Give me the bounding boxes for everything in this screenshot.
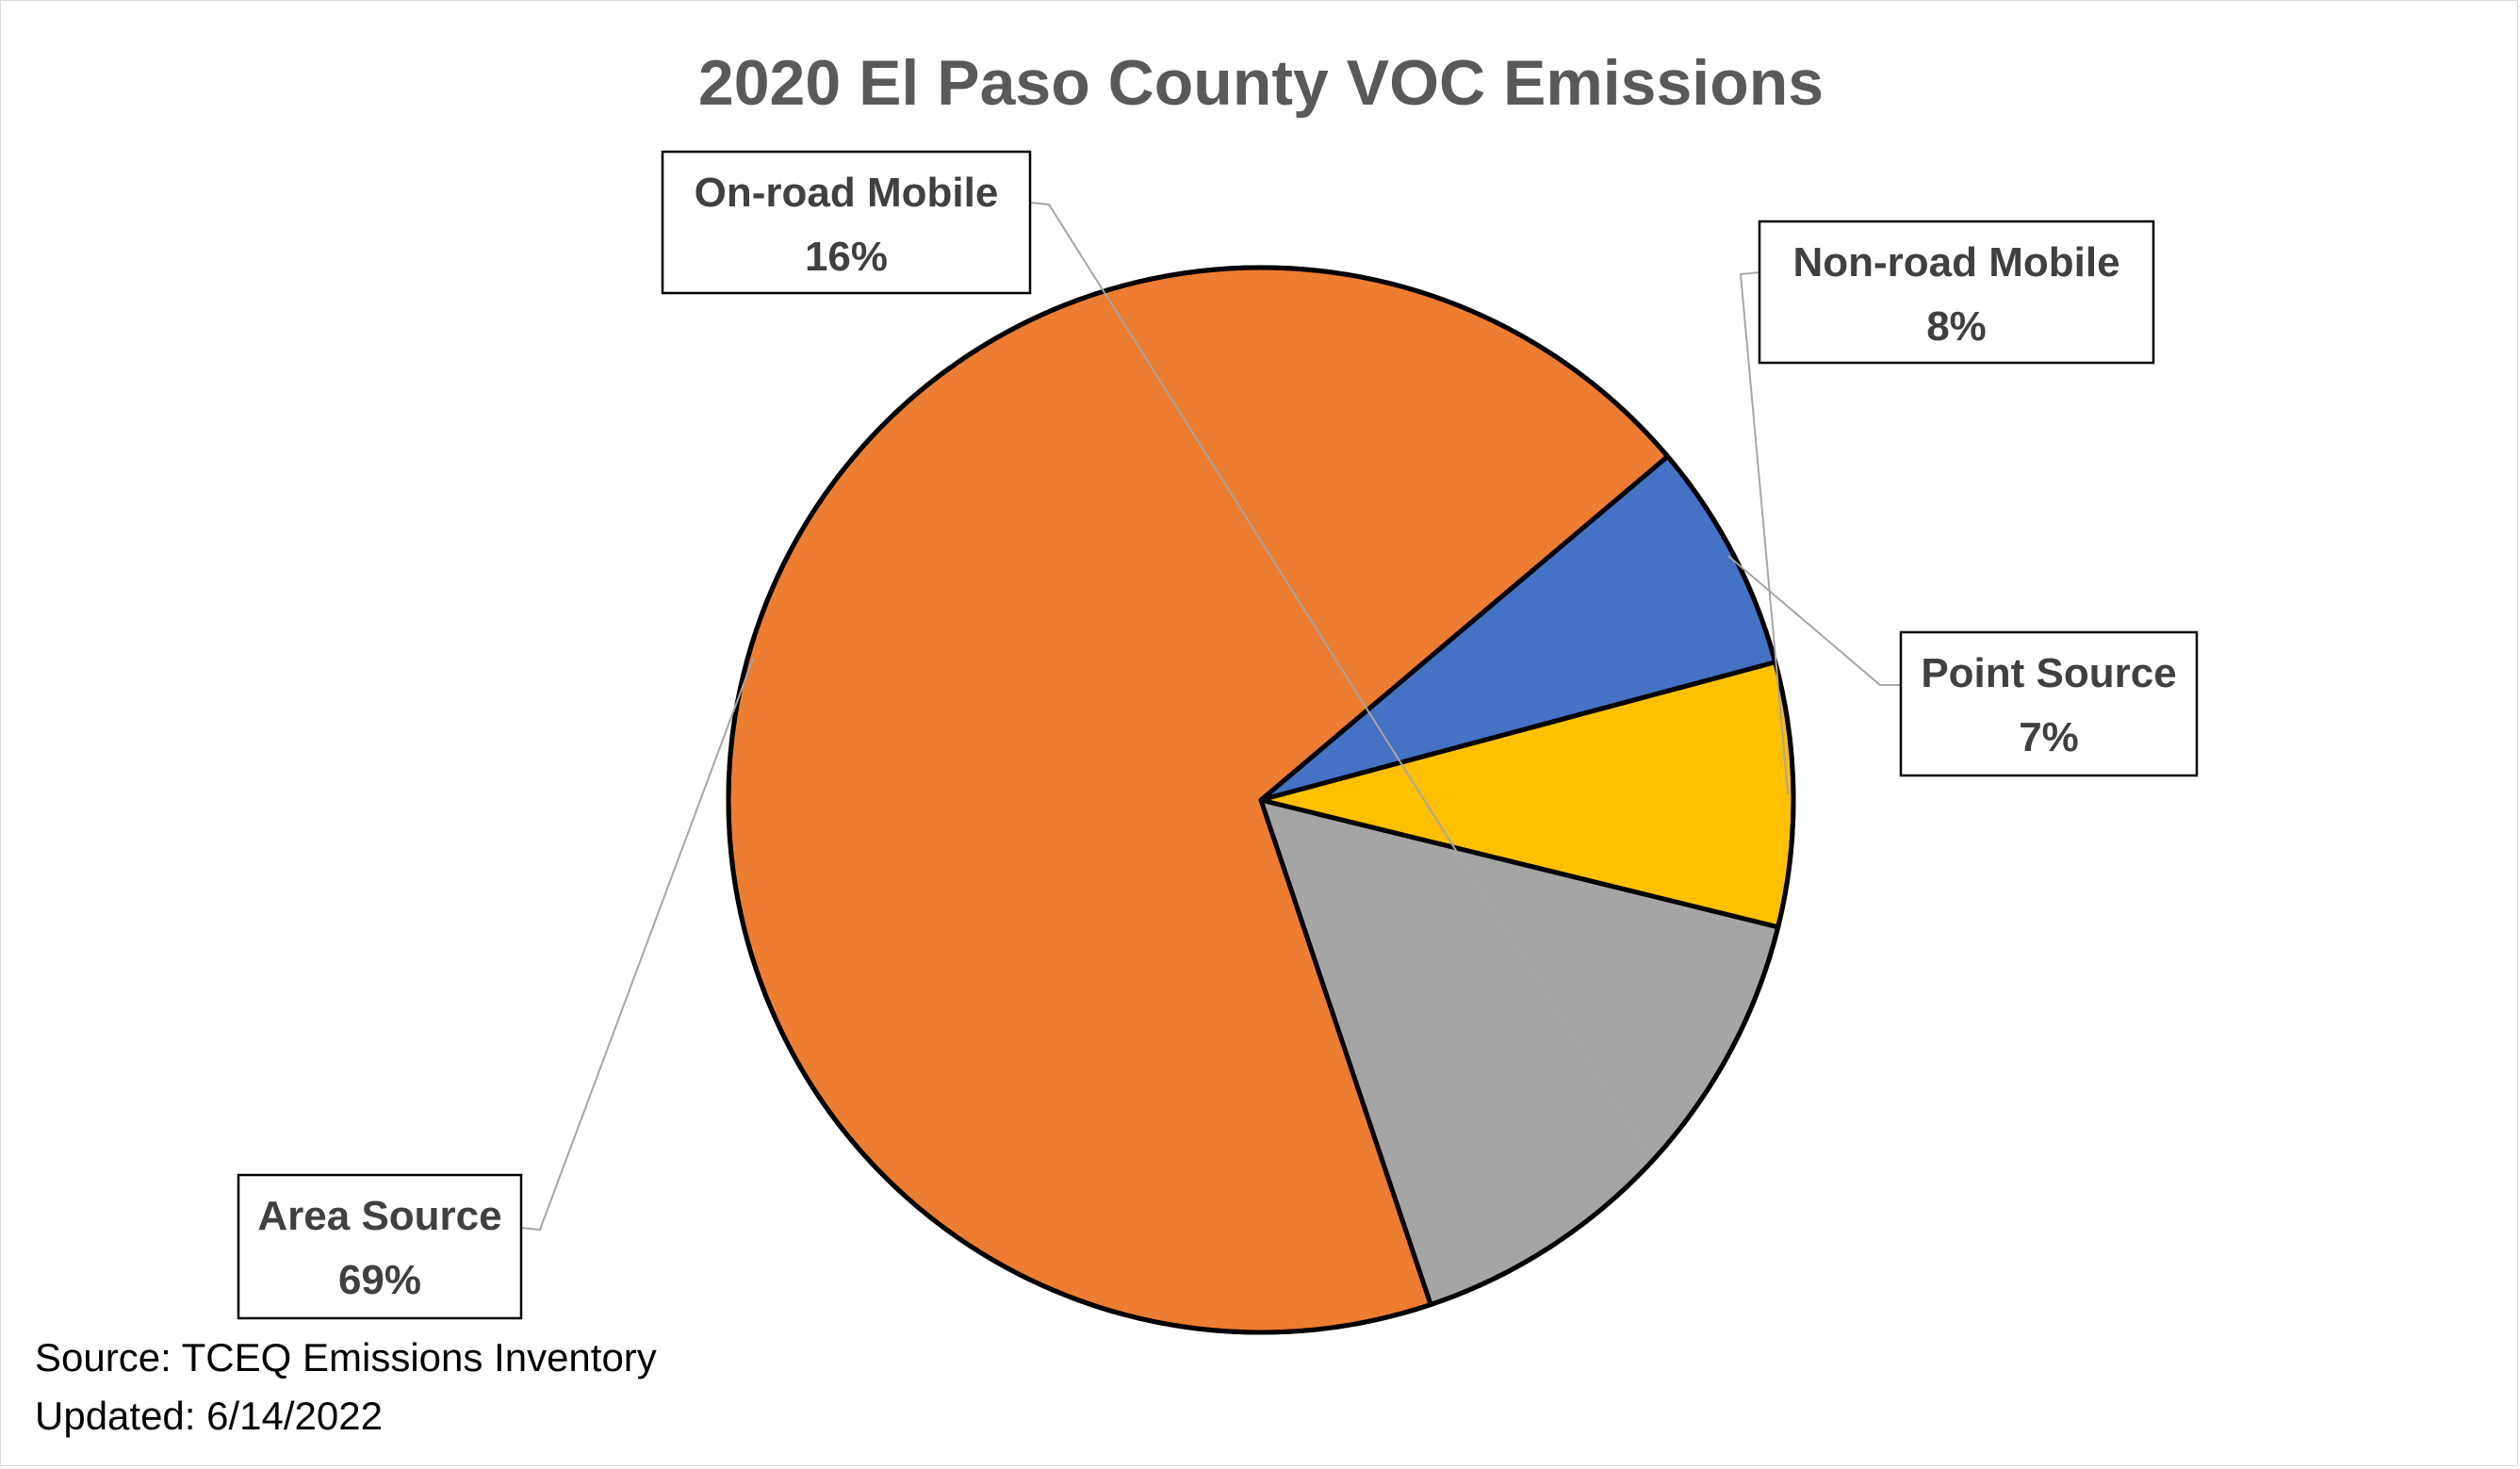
data-label-value: 8% (1926, 303, 1987, 350)
data-label-category: Non-road Mobile (1792, 239, 2119, 286)
data-label-area-source: Area Source 69% (237, 1173, 523, 1320)
data-label-category: Area Source (257, 1193, 501, 1239)
data-label-point-source: Point Source 7% (1899, 630, 2199, 777)
data-label-category: On-road Mobile (695, 170, 999, 216)
pie-outline (726, 265, 1796, 1335)
data-label-box (1899, 630, 2199, 777)
data-label-value: 16% (805, 234, 888, 280)
leader-line-area-source (520, 658, 755, 1232)
updated-note: Updated: 6/14/2022 (35, 1394, 383, 1438)
data-label-non-road-mobile: Non-road Mobile 8% (1758, 220, 2155, 365)
source-note: Source: TCEQ Emissions Inventory (35, 1335, 657, 1379)
chart-title: 2020 El Paso County VOC Emissions (698, 47, 1824, 119)
data-label-box (237, 1173, 523, 1320)
leader-line-point-source (1727, 555, 1901, 686)
data-label-box (1758, 220, 2155, 365)
data-label-box (661, 150, 1032, 295)
data-labels: Point Source 7% Area Source 69% On-road Mobi… (237, 150, 2199, 1320)
leader-line-on-road-mobile (1029, 202, 1650, 1158)
data-label-value: 7% (2019, 714, 2079, 760)
data-label-on-road-mobile: On-road Mobile 16% (661, 150, 1032, 295)
data-label-value: 69% (338, 1257, 421, 1303)
data-label-category: Point Source (1921, 650, 2176, 696)
leader-lines (520, 202, 1901, 1232)
pie-slices (726, 265, 1796, 1335)
leader-line-non-road-mobile (1739, 271, 1790, 795)
